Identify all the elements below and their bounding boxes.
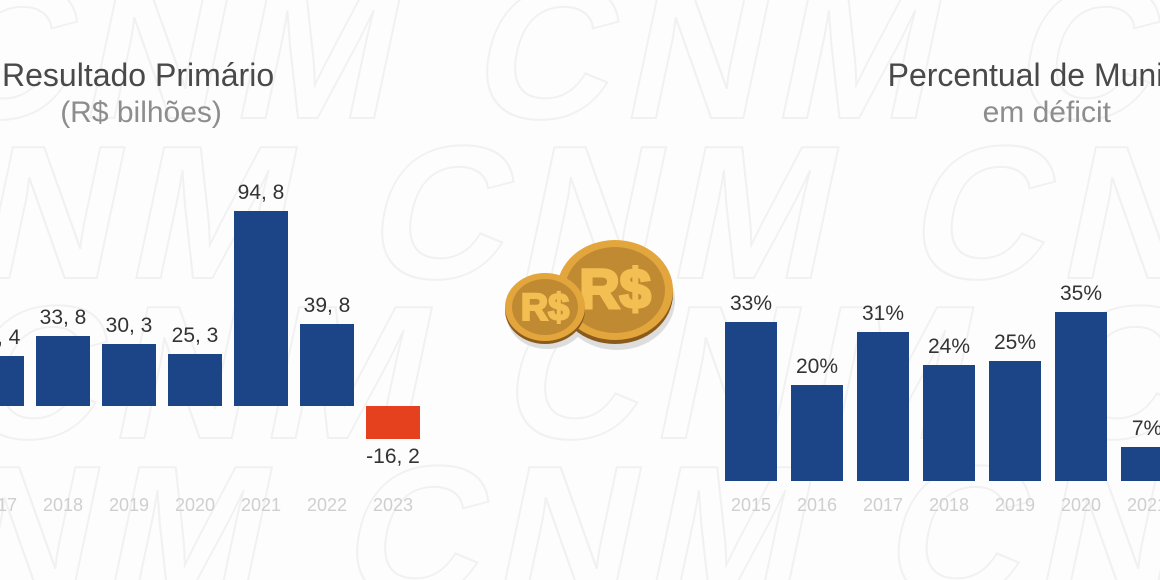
bar-2019[interactable] <box>989 360 1041 481</box>
bar-column: 33, 8 2018 <box>36 140 90 515</box>
bar-value-2023: -16, 2 <box>366 445 420 469</box>
bar-value-2018: 24% <box>927 335 971 359</box>
bar-column: 35% 2020 <box>1055 140 1107 515</box>
plot-area-right: 33% 2015 20% 2016 31% 2017 24% 2018 25% 2019 35% 20… <box>700 140 1160 515</box>
bar-column: 25% 2019 <box>989 140 1041 515</box>
x-axis-label-2023: 2023 <box>372 495 414 515</box>
x-axis-label-2015: 2015 <box>730 495 772 515</box>
bar-2015[interactable] <box>725 321 777 481</box>
bar-value-2016: 20% <box>795 354 839 378</box>
bar-2023[interactable] <box>366 406 420 440</box>
bar-2021[interactable] <box>234 210 288 406</box>
right-chart-title: Percentual de Municíp <box>887 57 1160 93</box>
x-axis-label-2021: 2021 <box>240 495 282 515</box>
x-axis-label-2019: 2019 <box>994 495 1036 515</box>
bar-2021[interactable] <box>1121 447 1160 481</box>
bar-value-2017: 24, 4 <box>0 325 21 349</box>
x-axis-label-2022: 2022 <box>306 495 348 515</box>
x-axis-label-2018: 2018 <box>928 495 970 515</box>
bar-column: 24, 4 2017 <box>0 140 24 515</box>
bar-2022[interactable] <box>300 324 354 406</box>
bar-value-2019: 25% <box>993 330 1037 354</box>
x-axis-label-2020: 2020 <box>174 495 216 515</box>
x-axis-label-2019: 2019 <box>108 495 150 515</box>
bar-2017[interactable] <box>857 331 909 481</box>
chart-percentual-municipios: 33% 2015 20% 2016 31% 2017 24% 2018 25% 2019 35% 20… <box>700 140 1160 540</box>
left-chart-title-block: Resultado Primário (R$ bilhões) <box>2 56 274 132</box>
bar-column: 24% 2018 <box>923 140 975 515</box>
coins-r$-icon: R$ R$ <box>495 228 675 353</box>
bar-column: 39, 8 2022 <box>300 140 354 515</box>
bar-2017[interactable] <box>0 355 24 406</box>
right-chart-subtitle: em déficit <box>982 96 1111 130</box>
left-chart-subtitle: (R$ bilhões) <box>60 96 222 130</box>
bar-value-2020: 35% <box>1059 282 1103 306</box>
bar-column: 31% 2017 <box>857 140 909 515</box>
plot-area-left: 24, 4 2017 33, 8 2018 30, 3 2019 25, 3 2020 94, … <box>0 140 470 515</box>
bar-column: 25, 3 2020 <box>168 140 222 515</box>
x-axis-label-2017: 2017 <box>862 495 904 515</box>
bar-value-2021: 94, 8 <box>237 180 285 204</box>
bar-column: 20% 2016 <box>791 140 843 515</box>
bar-column: 94, 8 2021 <box>234 140 288 515</box>
bar-2020[interactable] <box>168 353 222 406</box>
bar-value-2022: 39, 8 <box>303 294 351 317</box>
bar-value-2021: 7% <box>1131 417 1160 441</box>
bar-value-2018: 33, 8 <box>39 306 87 330</box>
svg-text:R$: R$ <box>579 257 651 320</box>
bar-value-2020: 25, 3 <box>171 323 219 347</box>
bar-2019[interactable] <box>102 343 156 406</box>
right-chart-title-block: Percentual de Municíp em déficit <box>888 56 1160 132</box>
bar-2018[interactable] <box>36 336 90 406</box>
bar-value-2019: 30, 3 <box>105 313 153 337</box>
x-axis-label-2017: 2017 <box>0 495 18 515</box>
bar-2018[interactable] <box>923 365 975 481</box>
bar-value-2015: 33% <box>729 291 773 315</box>
bar-column: -16, 2 2023 <box>366 140 420 515</box>
x-axis-label-2018: 2018 <box>42 495 84 515</box>
x-axis-label-2020: 2020 <box>1060 495 1102 515</box>
bar-column: 7% 2021 <box>1121 140 1160 515</box>
x-axis-label-2016: 2016 <box>796 495 838 515</box>
bar-2020[interactable] <box>1055 312 1107 481</box>
bar-column: 30, 3 2019 <box>102 140 156 515</box>
bar-2016[interactable] <box>791 384 843 481</box>
x-axis-label-2021: 2021 <box>1126 495 1160 515</box>
left-chart-title: Resultado Primário <box>2 57 275 93</box>
svg-text:R$: R$ <box>521 287 570 329</box>
bar-column: 33% 2015 <box>725 140 777 515</box>
bar-value-2017: 31% <box>861 301 905 325</box>
chart-resultado-primario: 24, 4 2017 33, 8 2018 30, 3 2019 25, 3 2020 94, … <box>0 140 470 540</box>
